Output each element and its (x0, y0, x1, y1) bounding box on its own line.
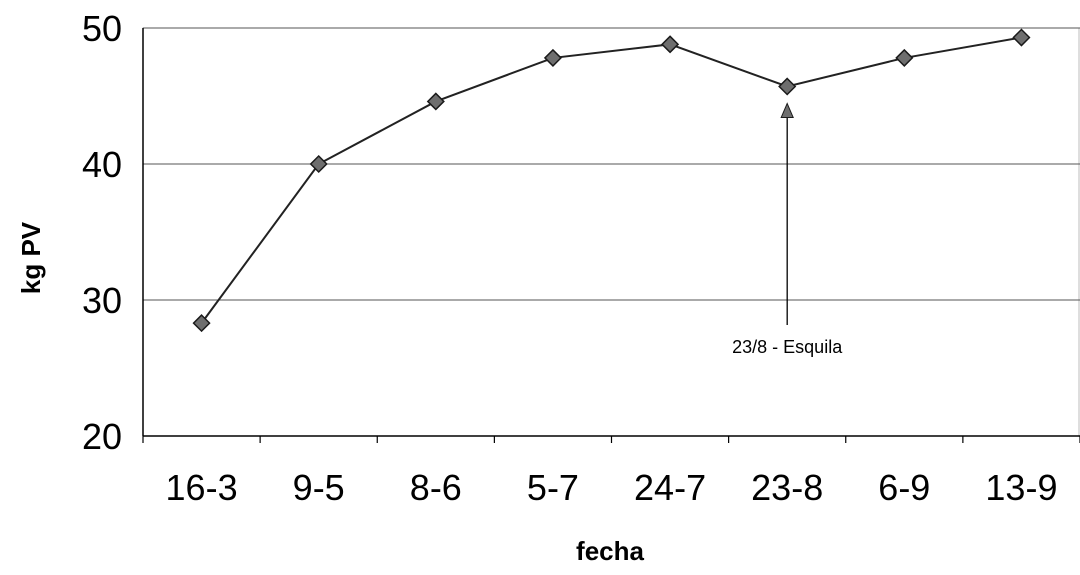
data-point-24-7 (661, 35, 680, 54)
data-point-9-5 (309, 154, 328, 174)
y-axis-title: kg PV (16, 221, 46, 294)
x-tick-label-24-7: 24-7 (634, 467, 706, 508)
data-point-16-3 (192, 314, 211, 333)
annotation-arrowhead (780, 102, 794, 118)
y-tick-label-50: 50 (82, 8, 122, 49)
x-tick-label-5-7: 5-7 (527, 467, 579, 508)
data-point-23-8 (778, 77, 797, 96)
x-tick-label-9-5: 9-5 (293, 467, 345, 508)
tick-labels: 20 30 40 50 16-3 9-5 8-6 5-7 24-7 23-8 6-9 13-9 (82, 8, 1058, 508)
y-tick-label-40: 40 (82, 144, 122, 185)
data-point-6-9 (895, 48, 914, 67)
data-point-13-9 (1012, 28, 1031, 47)
annotation-label: 23/8 - Esquila (732, 337, 843, 357)
x-axis-title: fecha (576, 536, 644, 566)
x-tick-label-6-9: 6-9 (878, 467, 930, 508)
gridlines (142, 27, 1080, 437)
axes (142, 28, 1080, 443)
data-point-5-7 (543, 48, 562, 67)
x-tick-label-16-3: 16-3 (166, 467, 238, 508)
plot-area-frame (142, 27, 1080, 437)
data-point-8-6 (426, 92, 445, 111)
annotations: 23/8 - Esquila (732, 102, 843, 357)
y-tick-label-30: 30 (82, 280, 122, 321)
series-line (200, 36, 1022, 324)
x-tick-label-8-6: 8-6 (410, 467, 462, 508)
x-tick-label-13-9: 13-9 (985, 467, 1057, 508)
y-tick-label-20: 20 (82, 416, 122, 457)
x-tick-label-23-8: 23-8 (751, 467, 823, 508)
data-series (192, 28, 1031, 333)
